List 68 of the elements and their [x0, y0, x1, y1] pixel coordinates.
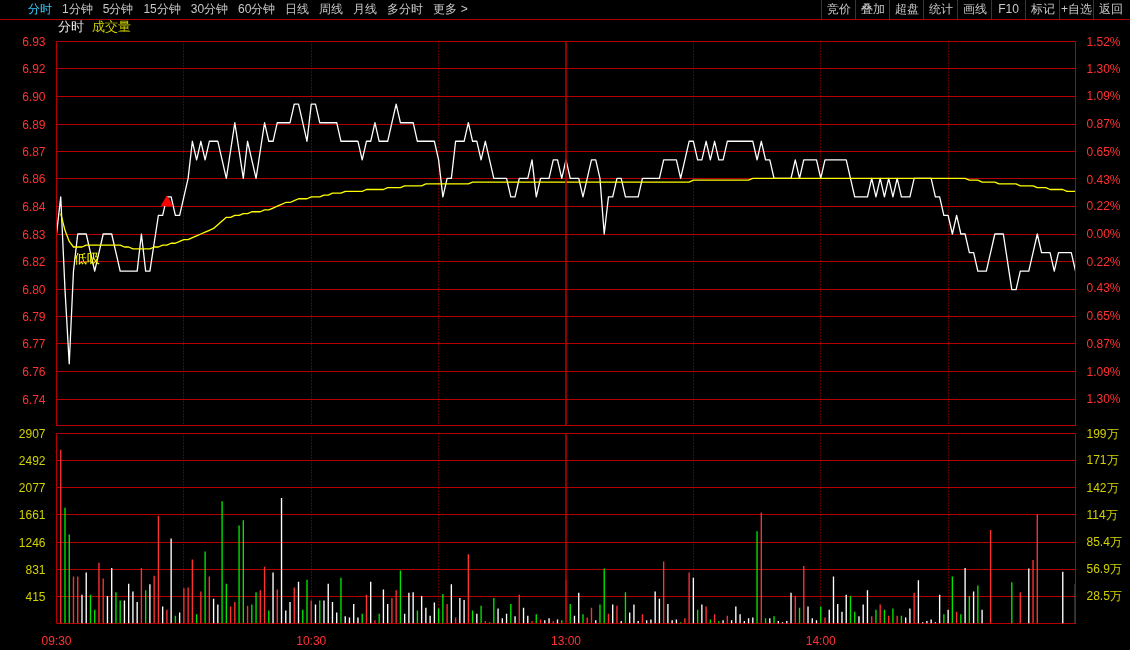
y-tick-label: 1246 — [18, 535, 46, 550]
y2-tick-label: 0.65% — [1086, 309, 1121, 324]
y-tick-label: 6.87 — [22, 144, 46, 159]
y-tick-label: 6.92 — [22, 62, 46, 77]
x-tick-label: 14:00 — [805, 633, 837, 648]
text: 更多 > — [433, 1, 468, 18]
y-tick-label: 6.76 — [22, 365, 46, 380]
text: 15分钟 — [143, 1, 181, 18]
text: 60分钟 — [238, 1, 276, 18]
chart-subtitle: 成交量 — [92, 19, 131, 34]
text: 超盘 — [889, 0, 923, 19]
x-tick-label: 10:30 — [296, 633, 327, 648]
y-tick-label: 2492 — [18, 454, 46, 469]
y2-tick-label: 0.22% — [1086, 199, 1121, 214]
y-tick-label: 6.93 — [22, 35, 46, 49]
y2-tick-label: 1.09% — [1086, 365, 1121, 380]
y-tick-label: 6.79 — [22, 310, 46, 325]
text: 统计 — [923, 0, 957, 19]
text: 日线 — [285, 1, 310, 18]
y2-tick-label: 0.43% — [1086, 281, 1121, 296]
text: 标记 — [1025, 0, 1059, 19]
text: 返回 — [1093, 0, 1127, 19]
y2-tick-label: 114万 — [1086, 507, 1118, 522]
y-tick-label: 6.83 — [22, 227, 46, 242]
y-tick-label: 6.89 — [22, 117, 46, 132]
x-tick-label: 09:30 — [41, 633, 72, 648]
y2-tick-label: 0.22% — [1086, 254, 1121, 269]
y2-tick-label: 0.87% — [1086, 337, 1121, 352]
text: 周线 — [319, 1, 344, 18]
y2-tick-label: 0.00% — [1086, 227, 1121, 241]
text: 30分钟 — [190, 1, 229, 18]
y2-tick-label: 171万 — [1086, 453, 1119, 468]
y2-tick-label: 1.30% — [1086, 62, 1121, 77]
y-tick-label: 6.84 — [22, 200, 46, 215]
y-tick-label: 6.86 — [22, 172, 46, 187]
y2-tick-label: 1.30% — [1086, 391, 1121, 406]
text: F10 — [991, 0, 1025, 19]
x-tick-label: 13:00 — [550, 633, 582, 648]
text: 月线 — [353, 1, 378, 18]
y-tick-label: 6.74 — [22, 392, 46, 407]
y-tick-label: 415 — [25, 589, 46, 604]
text: 1分钟 — [62, 1, 93, 18]
chart-title: 分时 — [58, 19, 84, 34]
y2-tick-label: 1.09% — [1086, 88, 1121, 103]
text: 叠加 — [855, 0, 889, 19]
y2-tick-label: 199万 — [1086, 426, 1119, 441]
y-tick-label: 831 — [25, 562, 46, 577]
y-tick-label: 6.80 — [22, 282, 46, 297]
y2-tick-label: 0.65% — [1086, 144, 1121, 159]
y2-tick-label: 56.9万 — [1086, 562, 1122, 577]
y2-tick-label: 1.52% — [1086, 34, 1121, 49]
text: 画线 — [957, 0, 991, 19]
y2-tick-label: 28.5万 — [1086, 589, 1122, 604]
y2-tick-label: 85.4万 — [1086, 534, 1122, 549]
y-tick-label: 6.82 — [22, 254, 46, 269]
y-tick-label: 6.77 — [22, 337, 46, 352]
y-tick-label: 6.90 — [22, 89, 46, 104]
y-tick-label: 2077 — [18, 481, 46, 496]
text: 多分时 — [387, 1, 424, 18]
y-tick-label: 2907 — [18, 427, 46, 441]
text: 5分钟 — [102, 1, 134, 18]
text: +自选 — [1059, 0, 1093, 19]
y2-tick-label: 0.87% — [1086, 116, 1121, 131]
text: 竞价 — [821, 0, 855, 19]
text: 分时 — [28, 1, 52, 18]
y2-tick-label: 142万 — [1086, 480, 1119, 495]
y-tick-label: 1661 — [18, 508, 46, 523]
y2-tick-label: 0.43% — [1086, 172, 1121, 187]
